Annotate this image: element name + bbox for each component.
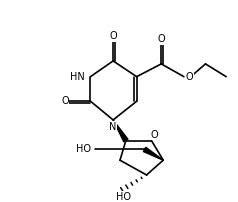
Text: O: O bbox=[109, 31, 117, 41]
Text: O: O bbox=[151, 130, 158, 140]
Text: O: O bbox=[61, 96, 69, 106]
Text: HN: HN bbox=[70, 72, 84, 82]
Polygon shape bbox=[143, 147, 163, 160]
Text: O: O bbox=[186, 72, 193, 82]
Text: HO: HO bbox=[76, 144, 91, 154]
Polygon shape bbox=[113, 120, 128, 142]
Text: HO: HO bbox=[116, 191, 131, 202]
Text: O: O bbox=[158, 34, 165, 44]
Text: N: N bbox=[109, 122, 117, 132]
